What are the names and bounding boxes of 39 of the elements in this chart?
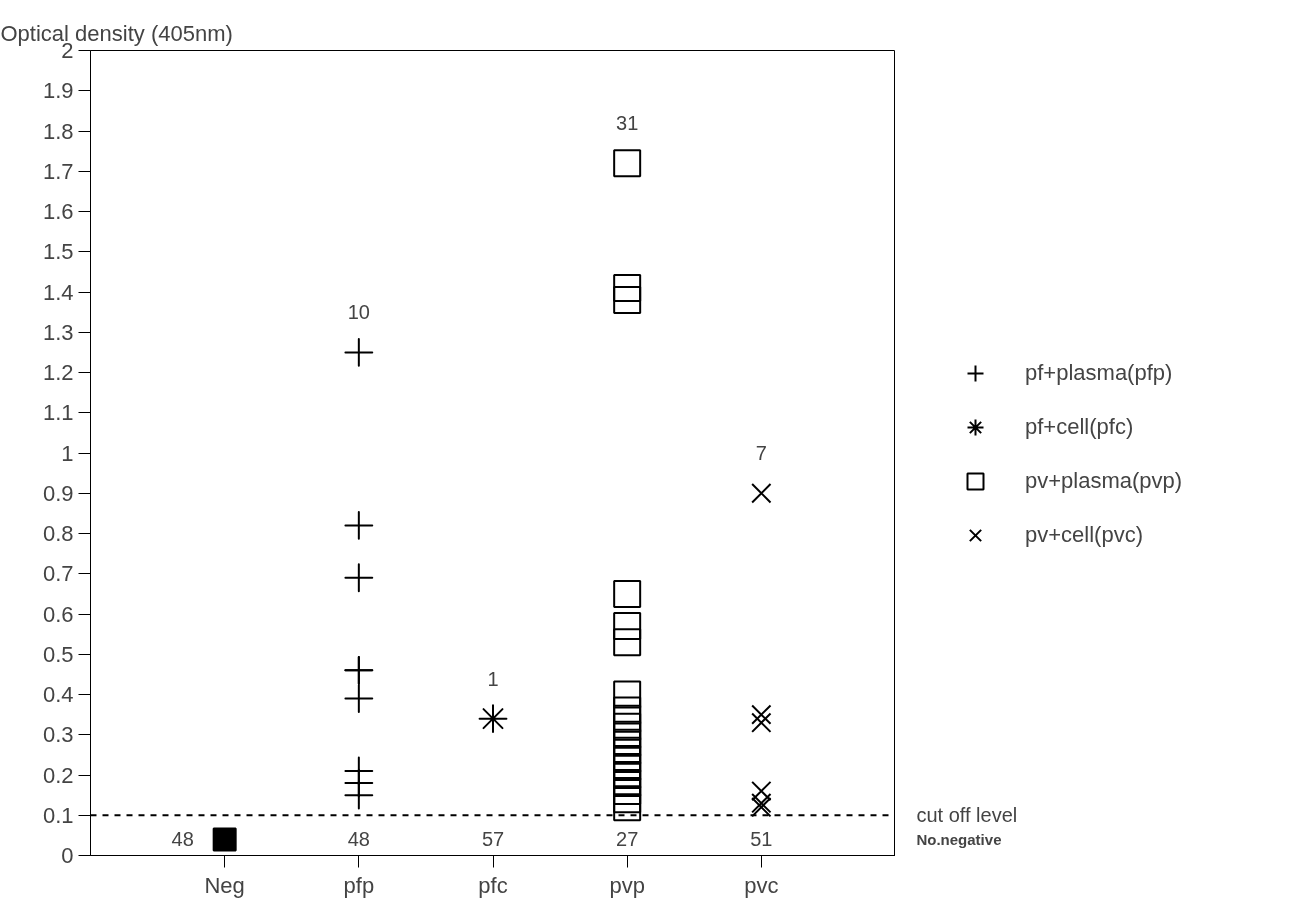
y-tick-label: 0.7: [42, 561, 74, 587]
y-tick-label: 1.4: [42, 279, 74, 305]
legend-label: pf+cell(pfc): [1025, 414, 1134, 440]
y-tick-label: 1.8: [42, 118, 74, 144]
annotation: 7: [755, 442, 767, 465]
y-tick-label: 0.6: [42, 601, 74, 627]
y-tick-label: 1.9: [42, 78, 74, 104]
y-tick-label: 1.7: [42, 158, 74, 184]
annotation: 27: [616, 828, 639, 851]
y-tick-label: 0.1: [42, 802, 74, 828]
y-tick-label: 0.3: [42, 722, 74, 748]
x-tick-label: pfp: [343, 872, 375, 898]
y-tick-label: 0.9: [42, 480, 74, 506]
y-tick-label: 0.4: [42, 682, 74, 707]
annotation: 1: [487, 667, 499, 690]
y-tick-label: 0: [61, 843, 74, 868]
x-tick-label: pvp: [609, 872, 645, 898]
y-tick-label: 1.1: [42, 400, 74, 426]
y-tick-label: 0.5: [42, 641, 74, 667]
annotation: 10: [347, 301, 370, 324]
x-tick-label: Neg: [204, 872, 245, 898]
annotation: 57: [481, 828, 505, 851]
legend-label: pv+cell(pvc): [1025, 522, 1143, 548]
annotation: 48: [171, 828, 194, 851]
legend-label: pv+plasma(pvp): [1025, 468, 1183, 494]
x-tick-label: pvc: [744, 872, 779, 898]
y-tick-label: 1.6: [42, 199, 74, 224]
y-tick-label: 1.3: [42, 319, 74, 345]
text: No.negative: [916, 830, 1002, 848]
x-tick-label: pfc: [478, 872, 508, 898]
y-tick-label: 1.5: [42, 239, 74, 265]
annotation: 48: [347, 828, 370, 851]
y-tick-label: 0.8: [42, 521, 74, 546]
y-tick-label: 0.2: [42, 762, 74, 788]
ref-line-label: cut off level: [916, 804, 1018, 827]
annotation: 51: [750, 828, 773, 851]
y-tick-label: 1: [61, 440, 74, 466]
annotation: 31: [616, 112, 639, 135]
y-tick-label: 1.2: [42, 360, 74, 385]
